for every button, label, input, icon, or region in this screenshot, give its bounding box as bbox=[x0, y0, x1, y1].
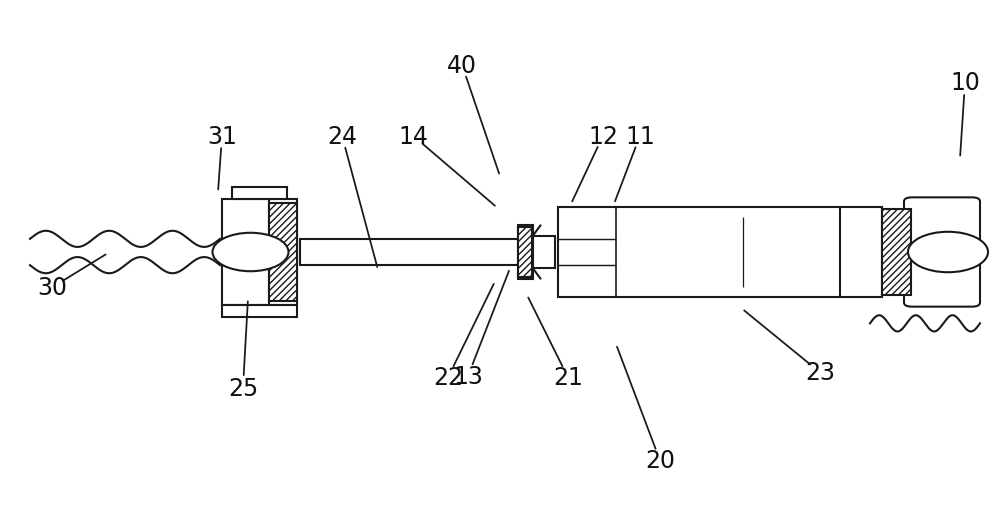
Text: 10: 10 bbox=[950, 71, 980, 95]
Text: 13: 13 bbox=[453, 364, 483, 388]
Text: 14: 14 bbox=[398, 124, 428, 148]
Text: 25: 25 bbox=[228, 376, 258, 400]
Text: 31: 31 bbox=[207, 124, 237, 148]
Circle shape bbox=[212, 233, 288, 272]
Text: 40: 40 bbox=[447, 54, 477, 78]
Bar bbox=[518, 227, 532, 278]
Text: 11: 11 bbox=[625, 124, 655, 148]
Text: 12: 12 bbox=[588, 124, 618, 148]
Circle shape bbox=[908, 232, 988, 273]
Bar bbox=[222, 199, 297, 306]
Bar bbox=[533, 236, 555, 269]
Text: 24: 24 bbox=[327, 124, 357, 148]
Bar bbox=[882, 210, 911, 295]
Text: 23: 23 bbox=[805, 361, 835, 385]
Bar bbox=[518, 225, 533, 280]
Bar bbox=[558, 208, 882, 297]
Text: 22: 22 bbox=[433, 366, 463, 390]
Bar bbox=[222, 306, 297, 318]
FancyBboxPatch shape bbox=[904, 198, 980, 307]
Bar bbox=[300, 239, 525, 266]
Text: 30: 30 bbox=[37, 276, 67, 300]
Text: 21: 21 bbox=[553, 366, 583, 390]
Text: 20: 20 bbox=[645, 448, 675, 473]
Bar bbox=[232, 187, 287, 199]
Bar bbox=[268, 204, 297, 301]
